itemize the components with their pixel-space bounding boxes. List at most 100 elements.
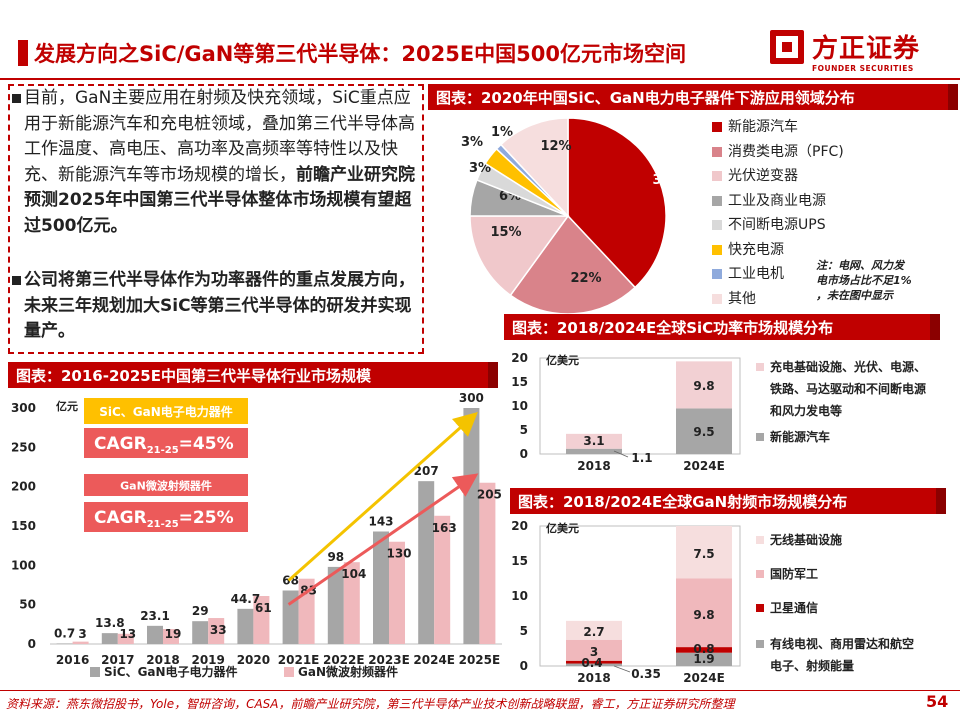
legend-label: 卫星通信	[770, 600, 818, 615]
bar-value-label: 130	[386, 547, 411, 561]
pie-legend-item: 新能源汽车	[712, 116, 798, 136]
x-tick-label: 2017	[101, 653, 134, 667]
market-chart-header: 图表：2016-2025E中国第三代半导体行业市场规模	[8, 362, 498, 388]
pie-slice	[499, 117, 569, 218]
bullet-2-text: 公司将第三代半导体作为功率器件的重点发展方向，未来三年规划加大SiC等第三代半导…	[24, 270, 415, 341]
plot-frame	[539, 357, 741, 455]
legend-label: 充电基础设施、光伏、电源、	[770, 359, 926, 374]
bar-segment	[676, 647, 732, 653]
x-tick-label: 2021E	[278, 653, 320, 667]
bar-segment	[566, 660, 622, 664]
legend-swatch-icon	[712, 171, 722, 181]
pie-slice-label: 38%	[652, 173, 683, 188]
legend-label: 电子、射频能量	[770, 658, 854, 673]
legend-label: 光伏逆变器	[728, 168, 798, 184]
pie-legend-item: 快充电源	[712, 239, 784, 259]
tag-sic-gan-power	[84, 398, 248, 424]
legend-swatch-icon	[712, 146, 722, 157]
legend-label: 和风力发电等	[769, 403, 842, 418]
legend-swatch-icon	[712, 244, 722, 255]
bar-value-label: 29	[192, 604, 209, 618]
bar-sic-gan-power	[237, 608, 254, 644]
pie-slice	[509, 214, 637, 315]
bar-gan-rf	[163, 629, 179, 644]
bar-value-label: 3.1	[583, 434, 604, 448]
legend-swatch-icon	[756, 604, 764, 612]
x-tick-label: 2022E	[323, 653, 365, 667]
legend-label: 工业电机	[728, 266, 784, 282]
logo-name-cn: 方正证券	[812, 34, 921, 64]
x-tick-label: 2024E	[683, 671, 725, 685]
legend-label: 无线基础设施	[769, 532, 842, 547]
bar-sic-gan-power	[101, 633, 118, 644]
y-tick-label: 300	[11, 401, 36, 415]
sic-chart: 0 5 10 15 20 亿美元 2018 2024E 3.1 1.1 9.5 9.8 充电基础设施、光…	[511, 351, 926, 473]
y-tick-label: 10	[511, 589, 528, 603]
pie-chart-header: 图表：2020年中国SiC、GaN电力电子器件下游应用领域分布	[428, 84, 958, 110]
pie-legend-item: 光伏逆变器	[712, 165, 798, 185]
bar-value-label: 1.1	[631, 451, 652, 465]
bar-value-label: 3	[590, 645, 598, 659]
bar-sic-gan-power	[327, 566, 344, 644]
bar-value-label: 9.8	[693, 608, 714, 622]
x-tick-label: 2019	[191, 653, 224, 667]
y-tick-label: 250	[11, 440, 36, 454]
legend-swatch-icon	[712, 293, 722, 304]
bar-sic-gan-power	[147, 625, 163, 644]
gan-chart-header: 图表：2018/2024E全球GaN射频市场规模分布	[510, 488, 946, 514]
legend-label: 快充电源	[728, 241, 784, 258]
bar-value-label: 9.5	[693, 425, 714, 439]
legend-label: 工业及商业电源	[728, 192, 826, 209]
y-tick-label: 100	[11, 558, 36, 572]
pie-slice-label: 22%	[570, 271, 601, 286]
bar-segment	[676, 361, 732, 409]
cagr-box-power	[84, 428, 248, 458]
pie-note-line3: ，未在图中显示	[816, 289, 895, 302]
bar-segment	[676, 578, 732, 648]
bar-sic-gan-power	[282, 590, 299, 644]
bar-gan-rf	[343, 562, 360, 644]
pie-slice-label: 15%	[490, 225, 521, 240]
founder-logo-icon	[770, 30, 804, 64]
bar-value-label: 98	[327, 550, 344, 564]
bar-value-label: 9.8	[693, 379, 714, 393]
bar-segment	[676, 526, 732, 579]
pie-legend: 新能源汽车 消费类电源（PFC) 光伏逆变器 工业及商业电源 不间断电源UPS 快充电源工…	[712, 116, 862, 316]
bar-gan-rf	[389, 541, 405, 644]
legend-label: 新能源汽车	[728, 119, 798, 135]
bar-segment	[566, 448, 622, 454]
cagr-trend-arrow-power	[287, 412, 478, 582]
bar-value-label: 104	[341, 567, 366, 581]
leader-line	[613, 665, 631, 673]
bar-value-label: 7.5	[693, 547, 714, 561]
title-divider	[0, 78, 960, 80]
legend-swatch-icon	[712, 220, 722, 230]
legend-label: 新能源汽车	[770, 429, 830, 444]
bar-segment	[566, 663, 622, 666]
bar-value-label: 13	[119, 627, 136, 641]
legend-label: 铁路、马达驱动和不间断电源	[770, 381, 926, 396]
legend-label: 有线电视、商用雷达和航空	[770, 636, 914, 651]
bar-segment	[566, 433, 622, 449]
bar-value-label: 143	[368, 515, 393, 529]
legend-swatch-icon	[284, 667, 294, 677]
legend-label: 其他	[728, 290, 756, 307]
cagr-box-power-text: CAGR21-25=45%	[94, 434, 234, 456]
pie-legend-item: 消费类电源（PFC)	[712, 141, 844, 161]
bullet-1-bold: 前瞻产业研究院预测2025年中国第三代半导体整体市场规模有望超过500亿元。	[24, 164, 415, 236]
x-tick-label: 2016	[56, 653, 89, 667]
legend-swatch-icon	[756, 640, 764, 648]
bar-value-label: 33	[210, 623, 227, 637]
y-tick-label: 15	[511, 554, 528, 568]
bullet-2: 公司将第三代半导体作为功率器件的重点发展方向，未来三年规划加大SiC等第三代半导…	[12, 268, 416, 345]
pie-slice	[469, 215, 570, 297]
tag-gan-rf-text: GaN微波射频器件	[120, 479, 212, 493]
bullet-1-text: 目前，GaN主要应用在射频及快充领域，SiC重点应用于新能源汽车和充电桩领域，叠…	[24, 88, 415, 185]
y-tick-label: 20	[511, 351, 528, 365]
bar-sic-gan-power	[56, 643, 73, 644]
bar-gan-rf	[72, 641, 89, 644]
tag-sic-gan-power-text: SiC、GaN电子电力器件	[99, 404, 233, 419]
y-tick-label: 0	[520, 659, 528, 673]
pie-legend-item: 工业电机	[712, 263, 784, 283]
x-tick-label: 2018	[577, 459, 610, 473]
